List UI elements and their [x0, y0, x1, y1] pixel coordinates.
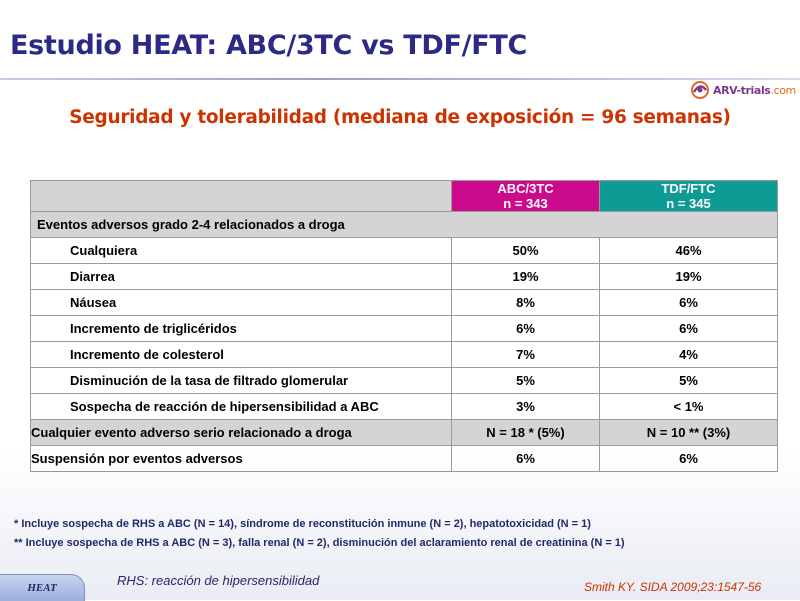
abc-value: 6% — [451, 445, 600, 472]
footnote-abc: * Incluye sospecha de RHS a ABC (N = 14)… — [14, 518, 591, 530]
tdf-value: 19% — [599, 263, 778, 290]
abc-value: 7% — [451, 341, 600, 368]
serious-event-row: Cualquier evento adverso serio relaciona… — [30, 419, 778, 446]
section-row: Eventos adversos grado 2-4 relacionados … — [30, 211, 778, 238]
row-label: Incremento de colesterol — [30, 341, 452, 368]
header-abc-name: ABC/3TC — [497, 181, 554, 196]
row-label: Cualquiera — [30, 237, 452, 264]
abc-value: N = 18 * (5%) — [451, 419, 600, 446]
row-label: Sospecha de reacción de hipersensibilida… — [30, 393, 452, 420]
reference-citation: Smith KY. SIDA 2009;23:1547-56 — [584, 580, 762, 594]
arv-trials-logo: ARV-trials.com — [690, 78, 800, 102]
study-badge: HEAT — [0, 574, 85, 601]
slide-title: Estudio HEAT: ABC/3TC vs TDF/FTC — [10, 30, 528, 61]
logo-text: ARV-trials.com — [713, 84, 796, 97]
tdf-value: < 1% — [599, 393, 778, 420]
slide-subtitle: Seguridad y tolerabilidad (mediana de ex… — [69, 107, 731, 128]
tdf-value: 6% — [599, 315, 778, 342]
table-row: Disminución de la tasa de filtrado glome… — [30, 367, 778, 394]
row-label: Diarrea — [30, 263, 452, 290]
footnotes: * Incluye sospecha de RHS a ABC (N = 14)… — [14, 515, 625, 553]
section-label: Eventos adversos grado 2-4 relacionados … — [30, 211, 778, 238]
header-tdf-ftc: TDF/FTC n = 345 — [599, 180, 778, 212]
discontinuation-row: Suspensión por eventos adversos 6% 6% — [30, 445, 778, 472]
tdf-value: 5% — [599, 367, 778, 394]
tdf-value: N = 10 ** (3%) — [599, 419, 778, 446]
logo-brand: ARV-trials — [713, 83, 771, 97]
abc-value: 50% — [451, 237, 600, 264]
footnote-tdf: ** Incluye sospecha de RHS a ABC (N = 3)… — [14, 537, 625, 549]
row-label: Incremento de triglicéridos — [30, 315, 452, 342]
logo-swirl-icon — [691, 81, 709, 99]
header-abc-3tc: ABC/3TC n = 343 — [451, 180, 600, 212]
abc-value: 6% — [451, 315, 600, 342]
logo-domain: .com — [770, 83, 796, 97]
abc-value: 3% — [451, 393, 600, 420]
tdf-value: 46% — [599, 237, 778, 264]
row-label: Cualquier evento adverso serio relaciona… — [30, 419, 452, 446]
table-row: Incremento de triglicéridos 6% 6% — [30, 315, 778, 342]
abc-value: 8% — [451, 289, 600, 316]
table-row: Sospecha de reacción de hipersensibilida… — [30, 393, 778, 420]
tdf-value: 6% — [599, 289, 778, 316]
title-divider — [0, 78, 800, 80]
table-row: Diarrea 19% 19% — [30, 263, 778, 290]
header-tdf-n: n = 345 — [666, 196, 711, 211]
table-row: Cualquiera 50% 46% — [30, 237, 778, 264]
abbreviation-note: RHS: reacción de hipersensibilidad — [117, 573, 320, 588]
header-blank-cell — [30, 180, 452, 212]
table-header-row: ABC/3TC n = 343 TDF/FTC n = 345 — [30, 180, 778, 212]
header-tdf-name: TDF/FTC — [661, 181, 716, 196]
row-label: Disminución de la tasa de filtrado glome… — [30, 367, 452, 394]
table-row: Incremento de colesterol 7% 4% — [30, 341, 778, 368]
table-row: Náusea 8% 6% — [30, 289, 778, 316]
tdf-value: 4% — [599, 341, 778, 368]
header-abc-n: n = 343 — [503, 196, 548, 211]
safety-table: ABC/3TC n = 343 TDF/FTC n = 345 Eventos … — [30, 180, 778, 472]
tdf-value: 6% — [599, 445, 778, 472]
row-label: Suspensión por eventos adversos — [30, 445, 452, 472]
abc-value: 19% — [451, 263, 600, 290]
row-label: Náusea — [30, 289, 452, 316]
abc-value: 5% — [451, 367, 600, 394]
